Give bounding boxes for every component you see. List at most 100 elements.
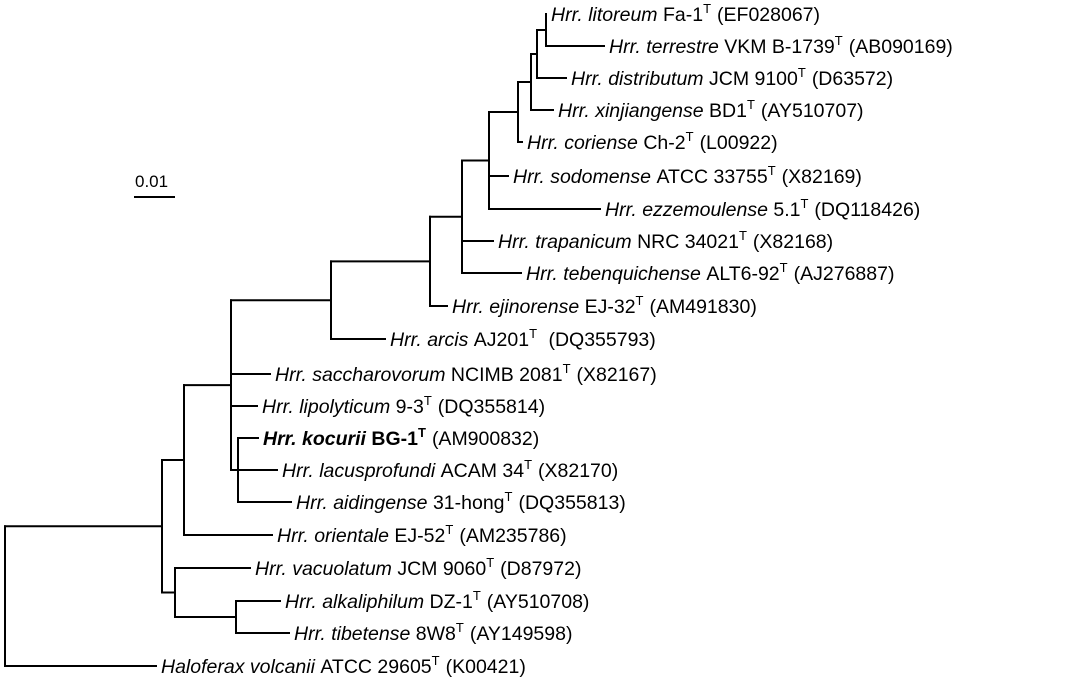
taxon-strain: NRC 34021 (637, 231, 739, 253)
taxon-label: Hrr. tebenquichense ALT6-92T (AJ276887) (526, 260, 894, 285)
taxon-label: Hrr. tibetense 8W8T (AY149598) (294, 620, 572, 645)
taxon-label: Hrr. alkaliphilum DZ-1T (AY510708) (285, 588, 589, 613)
type-strain-mark: T (445, 522, 453, 537)
taxon-label: Hrr. xinjiangense BD1T (AY510707) (558, 97, 864, 122)
accession-number: (AY510708) (487, 591, 590, 613)
taxon-species: terrestre (646, 36, 719, 58)
accession-number: (X82167) (577, 364, 657, 386)
accession-number: (D87972) (500, 558, 581, 580)
accession-number: (AB090169) (849, 36, 953, 58)
taxon-label: Hrr. litoreum Fa-1T (EF028067) (551, 1, 820, 26)
taxon-genus: Hrr. (285, 591, 317, 613)
taxon-strain: NCIMB 2081 (451, 364, 563, 386)
accession-number: (X82168) (753, 231, 833, 253)
taxon-genus: Hrr. (277, 525, 309, 547)
taxon-genus: Hrr. (527, 132, 559, 154)
type-strain-mark: T (456, 620, 464, 635)
taxon-strain: VKM B-1739 (724, 36, 835, 58)
taxon-label: Hrr. trapanicum NRC 34021T (X82168) (498, 228, 833, 253)
type-strain-mark: T (798, 65, 806, 80)
taxon-genus: Haloferax (161, 656, 246, 678)
taxon-strain: Ch-2 (643, 132, 685, 154)
type-strain-mark: T (636, 293, 644, 308)
taxon-species: trapanicum (535, 231, 631, 253)
taxon-genus: Hrr. (452, 296, 484, 318)
taxon-strain: BG-1 (371, 428, 418, 450)
taxon-label: Hrr. aidingense 31-hongT (DQ355813) (296, 489, 626, 514)
taxon-label: Hrr. distributum JCM 9100T (D63572) (571, 65, 893, 90)
taxon-species: sodomense (550, 166, 651, 188)
accession-number: (AM900832) (432, 428, 539, 450)
accession-number: (AJ276887) (794, 263, 895, 285)
taxon-label: Hrr. terrestre VKM B-1739T (AB090169) (609, 33, 953, 58)
taxon-genus: Hrr. (390, 329, 422, 351)
taxon-label: Hrr. sodomense ATCC 33755T (X82169) (513, 163, 862, 188)
taxon-strain: AJ201 (474, 329, 529, 351)
type-strain-mark: T (563, 361, 571, 376)
taxon-species: vacuolatum (292, 558, 392, 580)
type-strain-mark: T (747, 97, 755, 112)
taxon-genus: Hrr. (571, 68, 603, 90)
taxon-genus: Hrr. (294, 623, 326, 645)
type-strain-mark: T (768, 163, 776, 178)
accession-number: (X82169) (782, 166, 862, 188)
taxon-labels: Hrr. litoreum Fa-1T (EF028067)Hrr. terres… (161, 1, 953, 678)
taxon-label: Hrr. ezzemoulense 5.1T (DQ118426) (605, 196, 920, 221)
taxon-strain: ATCC 29605 (320, 656, 431, 678)
taxon-species: volcanii (250, 656, 316, 678)
taxon-genus: Hrr. (551, 4, 583, 26)
accession-number: (X82170) (538, 460, 618, 482)
taxon-strain: BD1 (709, 100, 747, 122)
taxon-species: arcis (427, 329, 468, 351)
accession-number: (K00421) (446, 656, 526, 678)
accession-number: (DQ355814) (438, 396, 545, 418)
type-strain-mark: T (703, 1, 711, 16)
accession-number: (EF028067) (717, 4, 820, 26)
type-strain-mark: T (486, 555, 494, 570)
taxon-species: aidingense (333, 492, 427, 514)
taxon-label: Hrr. arcis AJ201T (DQ355793) (390, 326, 656, 351)
accession-number: (AY149598) (470, 623, 573, 645)
taxon-species: tebenquichense (563, 263, 701, 285)
taxon-label: Hrr. saccharovorum NCIMB 2081T (X82167) (275, 361, 657, 386)
taxon-label: Hrr. orientale EJ-52T (AM235786) (277, 522, 567, 547)
type-strain-mark: T (686, 129, 694, 144)
accession-number: (DQ355793) (543, 329, 656, 351)
accession-number: (AY510707) (761, 100, 864, 122)
taxon-strain: JCM 9060 (397, 558, 486, 580)
scale-bar-label: 0.01 (135, 172, 168, 191)
taxon-genus: Hrr. (263, 428, 297, 450)
taxon-genus: Hrr. (498, 231, 530, 253)
accession-number: (DQ118426) (814, 199, 920, 221)
taxon-genus: Hrr. (609, 36, 641, 58)
taxon-species: xinjiangense (594, 100, 704, 122)
taxon-strain: EJ-52 (394, 525, 445, 547)
accession-number: (AM235786) (459, 525, 566, 547)
taxon-strain: 9-3 (396, 396, 424, 418)
type-strain-mark: T (780, 260, 788, 275)
taxon-species: distributum (608, 68, 703, 90)
taxon-species: ezzemoulense (642, 199, 768, 221)
taxon-strain: Fa-1 (663, 4, 703, 26)
type-strain-mark: T (424, 393, 432, 408)
taxon-strain: ACAM 34 (441, 460, 525, 482)
taxon-species: litoreum (588, 4, 657, 26)
taxon-genus: Hrr. (296, 492, 328, 514)
type-strain-mark: T (835, 33, 843, 48)
type-strain-mark: T (800, 196, 808, 211)
accession-number: (AM491830) (650, 296, 757, 318)
taxon-species: ejinorense (489, 296, 579, 318)
taxon-label: Hrr. vacuolatum JCM 9060T (D87972) (255, 555, 581, 580)
taxon-label: Hrr. coriense Ch-2T (L00922) (527, 129, 778, 154)
taxon-strain: EJ-32 (585, 296, 636, 318)
taxon-strain: 31-hong (433, 492, 505, 514)
type-strain-mark: T (432, 653, 440, 668)
taxon-label: Hrr. ejinorense EJ-32T (AM491830) (452, 293, 757, 318)
taxon-label: Hrr. lacusprofundi ACAM 34T (X82170) (282, 457, 618, 482)
accession-number: (D63572) (812, 68, 893, 90)
taxon-strain: ALT6-92 (706, 263, 779, 285)
taxon-species: lacusprofundi (319, 460, 436, 482)
accession-number: (L00922) (700, 132, 778, 154)
taxon-strain: ATCC 33755 (656, 166, 767, 188)
type-strain-mark: T (418, 425, 426, 440)
